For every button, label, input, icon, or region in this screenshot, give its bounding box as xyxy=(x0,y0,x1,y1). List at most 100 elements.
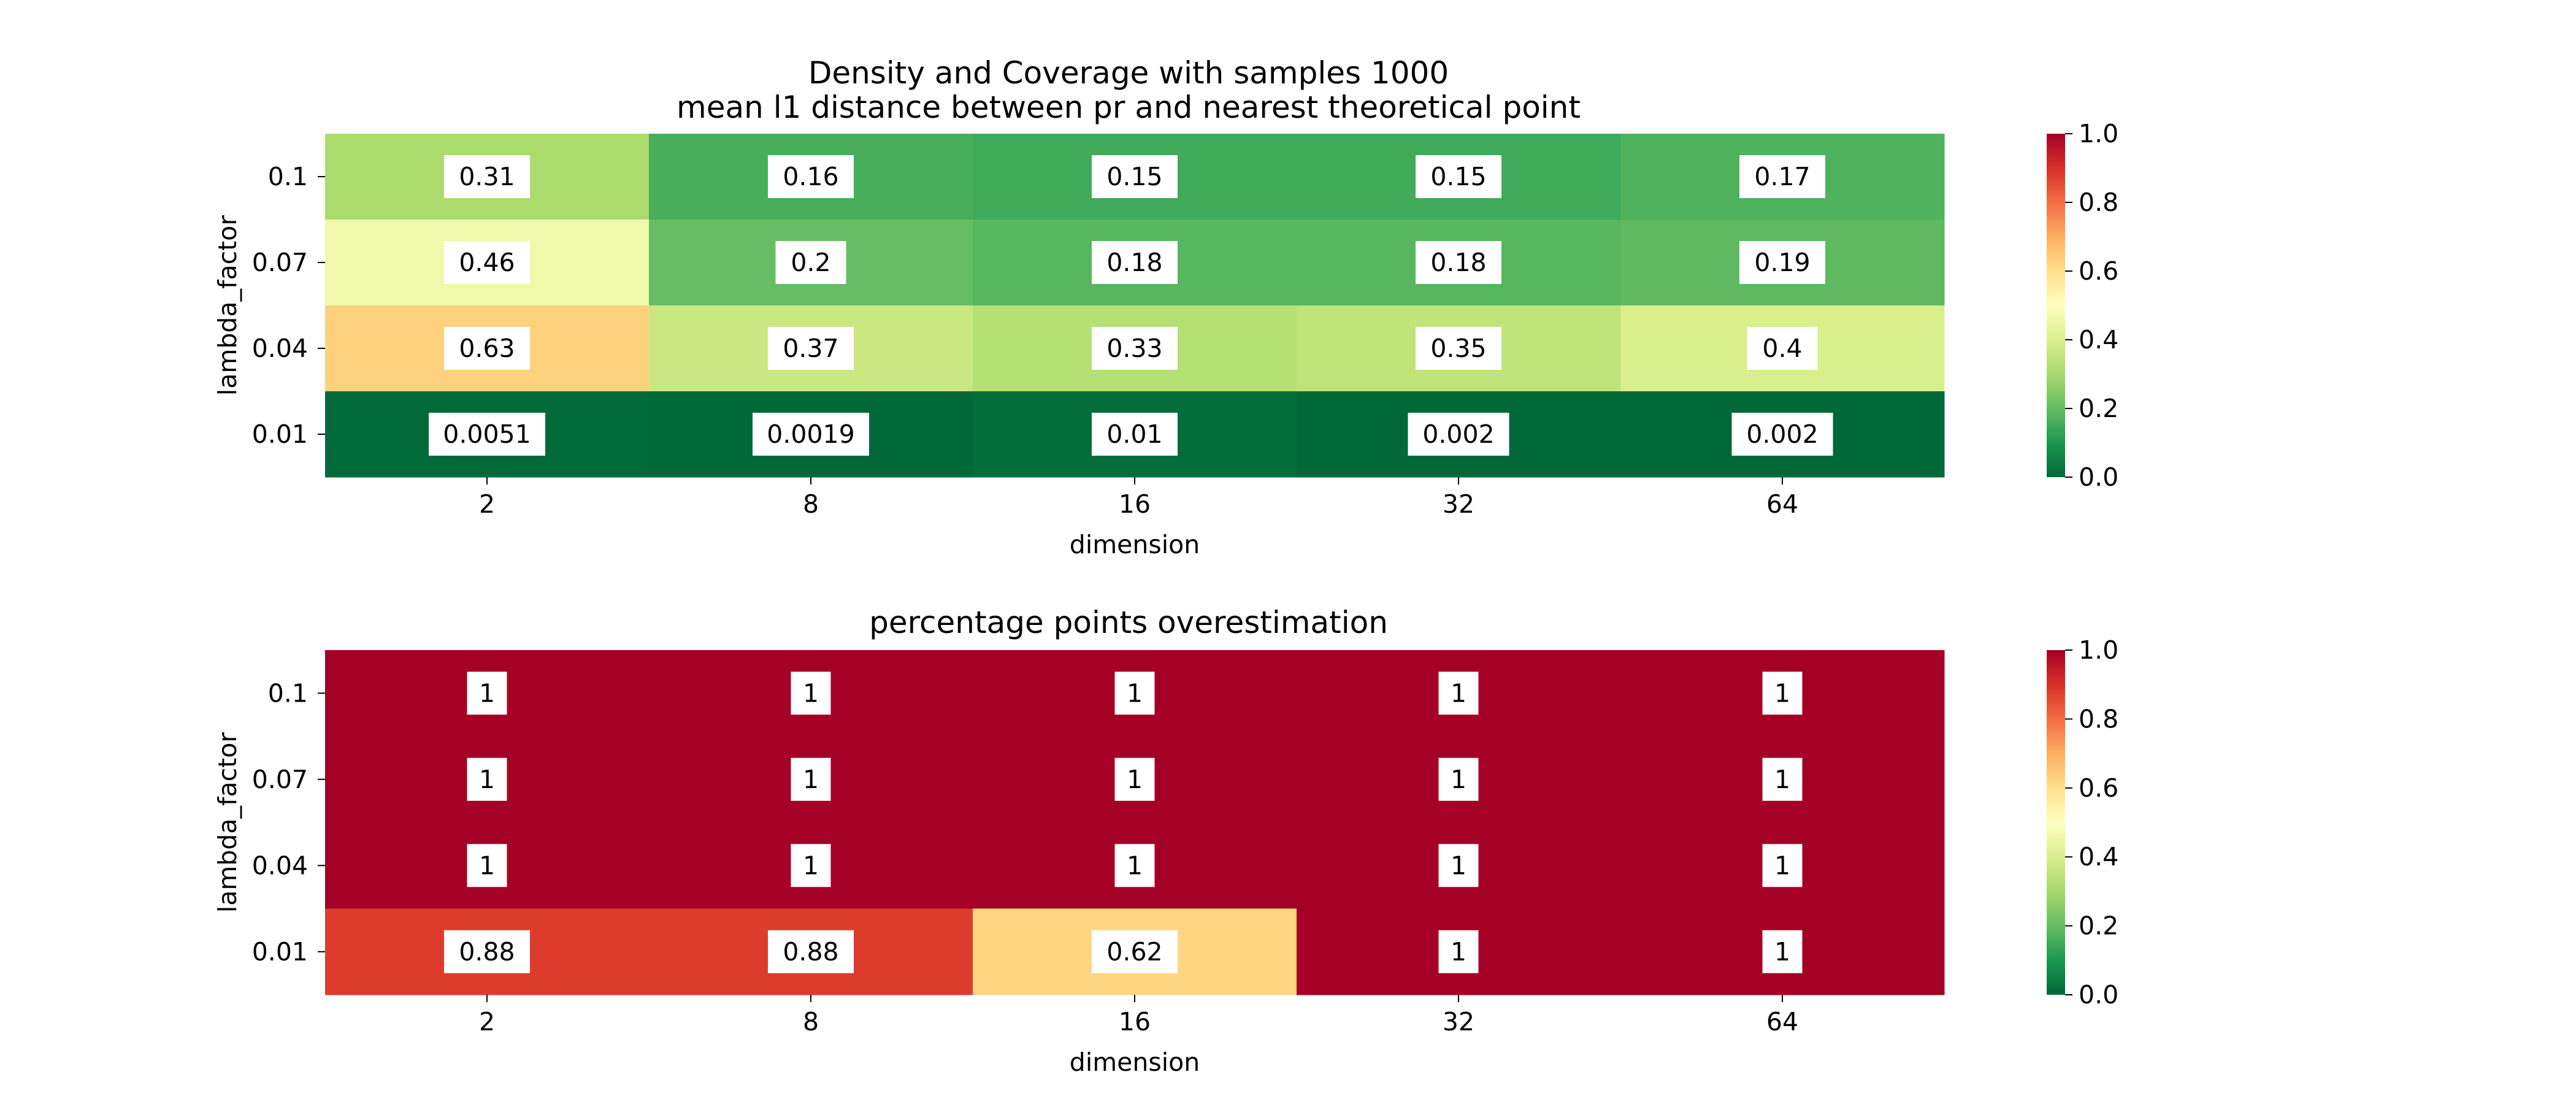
cell-label-box xyxy=(1438,672,1479,715)
y-tick-label: 0.04 xyxy=(252,334,308,363)
cell-label-box xyxy=(444,930,530,973)
cell-label: 0.88 xyxy=(783,937,838,967)
cell-label: 1 xyxy=(803,678,819,708)
cell-label-box xyxy=(775,241,846,284)
cell-label: 1 xyxy=(479,765,495,794)
x-tick-label: 8 xyxy=(803,1007,819,1036)
cell-label: 1 xyxy=(803,765,819,794)
heatmap-1: 0.31 0.16 0.15 0.15 0.17 0.46 0.2 0.18 0.18 0.19 0… xyxy=(213,119,2118,559)
x-tick-label: 32 xyxy=(1443,489,1474,519)
cell-label: 1 xyxy=(479,678,495,708)
cell-label-box xyxy=(1408,413,1509,456)
cell-label: 0.33 xyxy=(1106,334,1162,363)
x-axis-label: dimension xyxy=(1070,530,1200,559)
cell-label-box xyxy=(1092,930,1178,973)
x-tick-label: 16 xyxy=(1119,489,1151,519)
cell-label: 0.15 xyxy=(1106,162,1162,191)
cell-label-box xyxy=(1739,241,1825,284)
x-tick-label: 64 xyxy=(1766,1007,1798,1036)
cell-label: 1 xyxy=(1451,937,1466,967)
cell-label-box xyxy=(1092,413,1178,456)
figure-title-line2: mean l1 distance between pr and nearest … xyxy=(677,90,1581,125)
cell-label: 0.63 xyxy=(459,334,515,363)
cell-label: 1 xyxy=(1451,765,1466,794)
y-tick-label: 0.07 xyxy=(252,248,308,277)
cell-label: 0.18 xyxy=(1106,248,1162,277)
cell-label: 1 xyxy=(1451,678,1466,708)
colorbar-tick-label: 0.2 xyxy=(2079,394,2118,423)
cell-label-box xyxy=(1762,757,1803,801)
colorbar xyxy=(2047,650,2065,995)
x-tick-label: 2 xyxy=(479,489,495,519)
y-tick-label: 0.04 xyxy=(252,851,308,880)
cell-label-box xyxy=(1416,155,1501,198)
cell-label-box xyxy=(429,413,545,456)
cell-label: 0.0051 xyxy=(443,419,531,449)
cell-label: 0.19 xyxy=(1754,248,1810,277)
cell-label-box xyxy=(1762,672,1803,715)
cell-label-box xyxy=(467,672,507,715)
cell-label: 1 xyxy=(1774,937,1790,967)
cell-label-box xyxy=(1739,155,1825,198)
cell-label-box xyxy=(1747,327,1818,370)
cell-label: 0.16 xyxy=(783,162,838,191)
cell-label: 0.62 xyxy=(1106,937,1162,967)
x-tick-label: 64 xyxy=(1766,489,1798,519)
cell-label-box xyxy=(791,844,831,887)
cell-label: 1 xyxy=(1451,851,1466,880)
colorbar-tick-label: 0.4 xyxy=(2079,842,2118,871)
cell-label: 0.2 xyxy=(791,248,830,277)
cell-label: 0.15 xyxy=(1430,162,1486,191)
cell-label-box xyxy=(1092,241,1178,284)
colorbar-tick-label: 0.6 xyxy=(2079,256,2118,286)
cell-label-box xyxy=(1114,844,1155,887)
cell-label: 0.35 xyxy=(1430,334,1486,363)
heatmap-2: 1 1 1 1 1 1 1 1 1 1 1 1 1 1 1 0.88 0.88 0.62 1 1 2 8 16 32 64 0.1… xyxy=(213,635,2118,1077)
cell-label-box xyxy=(1438,844,1479,887)
heatmap-2-title: percentage points overestimation xyxy=(869,605,1388,640)
cell-label: 0.18 xyxy=(1430,248,1486,277)
colorbar-tick-label: 1.0 xyxy=(2079,635,2118,665)
cell-label: 1 xyxy=(803,851,819,880)
cell-label-box xyxy=(1438,757,1479,801)
y-tick-label: 0.1 xyxy=(268,678,308,708)
cell-label: 0.17 xyxy=(1754,162,1810,191)
cell-label-box xyxy=(1762,844,1803,887)
colorbar-tick-label: 0.8 xyxy=(2079,704,2118,734)
cell-label-box xyxy=(467,844,507,887)
cell-label-box xyxy=(1438,930,1479,973)
cell-label: 1 xyxy=(1127,765,1143,794)
cell-label-box xyxy=(1114,672,1155,715)
cell-label: 0.4 xyxy=(1762,334,1802,363)
cell-label: 0.0019 xyxy=(767,419,854,449)
x-tick-label: 16 xyxy=(1119,1007,1151,1036)
cell-label: 0.31 xyxy=(459,162,515,191)
colorbar-tick-label: 1.0 xyxy=(2079,119,2118,148)
cell-label: 0.01 xyxy=(1106,419,1162,449)
y-tick-label: 0.01 xyxy=(252,937,308,967)
cell-label-box xyxy=(1114,757,1155,801)
heatmap-plots: 0.31 0.16 0.15 0.15 0.170.46 0.2 0.18 0.18 0.190… xyxy=(213,119,2118,1077)
cell-label-box xyxy=(791,757,831,801)
cell-label: 1 xyxy=(479,851,495,880)
cell-label-box xyxy=(1731,413,1833,456)
cell-label-box xyxy=(1092,155,1178,198)
x-tick-label: 32 xyxy=(1443,1007,1474,1036)
y-axis-label: lambda_factor xyxy=(213,215,242,396)
y-tick-label: 0.01 xyxy=(252,419,308,449)
cell-label-box xyxy=(444,327,530,370)
cell-label-box xyxy=(768,327,854,370)
figure-title-line1: Density and Coverage with samples 1000 xyxy=(808,55,1449,91)
colorbar-tick-label: 0.4 xyxy=(2079,325,2118,354)
x-axis-label: dimension xyxy=(1070,1048,1200,1077)
cell-label: 0.46 xyxy=(459,248,515,277)
cell-label: 1 xyxy=(1774,765,1790,794)
colorbar-tick-label: 0.6 xyxy=(2079,773,2118,803)
cell-label-box xyxy=(467,757,507,801)
x-tick-label: 2 xyxy=(479,1007,495,1036)
cell-label-box xyxy=(444,155,530,198)
cell-label: 1 xyxy=(1127,678,1143,708)
x-tick-label: 8 xyxy=(803,489,819,519)
